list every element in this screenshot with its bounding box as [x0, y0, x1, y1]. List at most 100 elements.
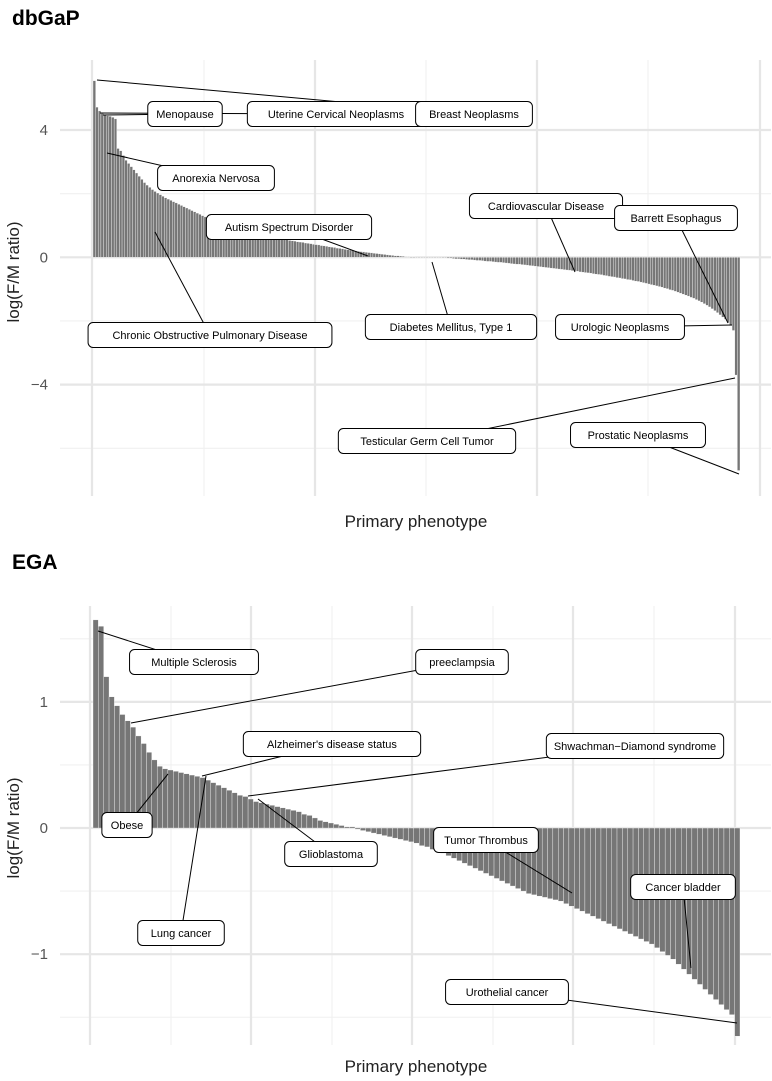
bar	[412, 256, 416, 258]
bar	[293, 240, 297, 258]
bar	[590, 827, 596, 917]
bar	[723, 257, 727, 320]
annotation-leader-line	[180, 775, 207, 934]
annotation-label: Uterine Cervical Neoplasms	[246, 101, 426, 127]
bar	[684, 257, 688, 296]
bar	[606, 827, 612, 925]
dbgap-annotations: Menopause Uterine Cervical Neoplasms Breas…	[87, 79, 740, 475]
bar	[309, 243, 313, 258]
bar	[274, 806, 281, 829]
bar	[376, 827, 382, 835]
bar	[425, 257, 429, 259]
bar	[481, 257, 485, 261]
bar	[378, 253, 382, 258]
bar	[737, 257, 741, 471]
ega-y-axis-title: log(F/M ratio)	[4, 777, 23, 878]
bar	[140, 179, 144, 258]
bar	[370, 252, 374, 258]
bar	[121, 155, 125, 258]
bar	[402, 827, 409, 841]
bar	[558, 827, 564, 902]
bar	[623, 257, 627, 280]
bar	[253, 801, 259, 829]
bar	[552, 257, 556, 269]
bar	[591, 257, 595, 275]
annotation-leader-line	[682, 886, 692, 969]
bar	[687, 257, 690, 297]
bar	[718, 827, 725, 1005]
dbgap-panel-title: dbGaP	[12, 7, 80, 30]
bar	[103, 114, 107, 258]
annotation-box	[137, 920, 225, 946]
bar	[581, 257, 585, 273]
dbgap-panel: dbGaP 4 0 −4 Menopause Uterine Cervical Neo…	[4, 7, 771, 531]
bar	[622, 827, 628, 932]
bar	[341, 248, 345, 258]
bar	[723, 827, 730, 1010]
ega-y-ticks: 1 0 −1	[31, 694, 48, 963]
annotation-leader-line	[675, 217, 729, 324]
bar	[568, 827, 575, 907]
bar	[600, 827, 607, 922]
bar	[275, 238, 279, 258]
bar	[710, 257, 714, 310]
bar	[636, 257, 640, 282]
bar	[657, 257, 661, 287]
bar	[539, 257, 543, 268]
bar	[613, 257, 617, 278]
annotation-text: Shwachman−Diamond syndrome	[554, 741, 716, 753]
bar	[328, 822, 334, 829]
annotation-text: Barrett Esophagus	[630, 213, 722, 225]
annotation-text: preeclampsia	[429, 657, 495, 669]
bar	[301, 813, 308, 829]
annotation-label: Cancer bladder	[630, 874, 736, 900]
bar	[528, 257, 532, 266]
bar	[178, 772, 185, 829]
bar	[397, 827, 404, 840]
bar	[172, 201, 176, 258]
bar	[359, 251, 363, 258]
bar	[618, 257, 622, 279]
bar	[626, 257, 630, 280]
bar	[451, 257, 455, 259]
bar	[694, 257, 698, 300]
bar	[100, 113, 104, 258]
bar	[173, 771, 179, 829]
dbgap-x-axis-title: Primary phenotype	[345, 512, 488, 531]
annotation-label: Shwachman−Diamond syndrome	[545, 733, 725, 759]
bar	[422, 257, 426, 259]
bar	[470, 257, 474, 261]
bar	[247, 798, 254, 829]
annotation-label: Barrett Esophagus	[614, 205, 738, 231]
bar	[108, 696, 115, 829]
annotation-text: Multiple Sclerosis	[151, 657, 237, 669]
bar	[367, 252, 371, 258]
bar	[129, 166, 133, 258]
bar	[242, 796, 249, 829]
annotation-box	[433, 827, 539, 853]
bar	[280, 238, 284, 258]
bar	[92, 80, 96, 258]
bar	[267, 236, 271, 258]
bar	[713, 257, 717, 311]
annotation-text: Menopause	[156, 109, 214, 121]
bar	[647, 257, 651, 285]
annotation-label: preeclampsia	[415, 649, 509, 675]
bar	[533, 257, 537, 267]
bar	[726, 257, 730, 323]
annotation-leader-line	[130, 661, 463, 724]
bar	[549, 257, 553, 269]
annotation-box	[129, 649, 259, 675]
annotation-box	[147, 101, 223, 127]
annotation-text: Testicular Germ Cell Tumor	[360, 436, 494, 448]
annotation-box	[101, 812, 153, 838]
bar	[642, 257, 646, 283]
bar	[491, 257, 495, 262]
ega-panel-title: EGA	[12, 551, 58, 574]
bar	[108, 116, 112, 258]
bar	[517, 257, 521, 265]
annotation-box	[415, 101, 533, 127]
bar	[560, 257, 564, 270]
bar	[187, 209, 191, 258]
bar	[663, 257, 667, 289]
